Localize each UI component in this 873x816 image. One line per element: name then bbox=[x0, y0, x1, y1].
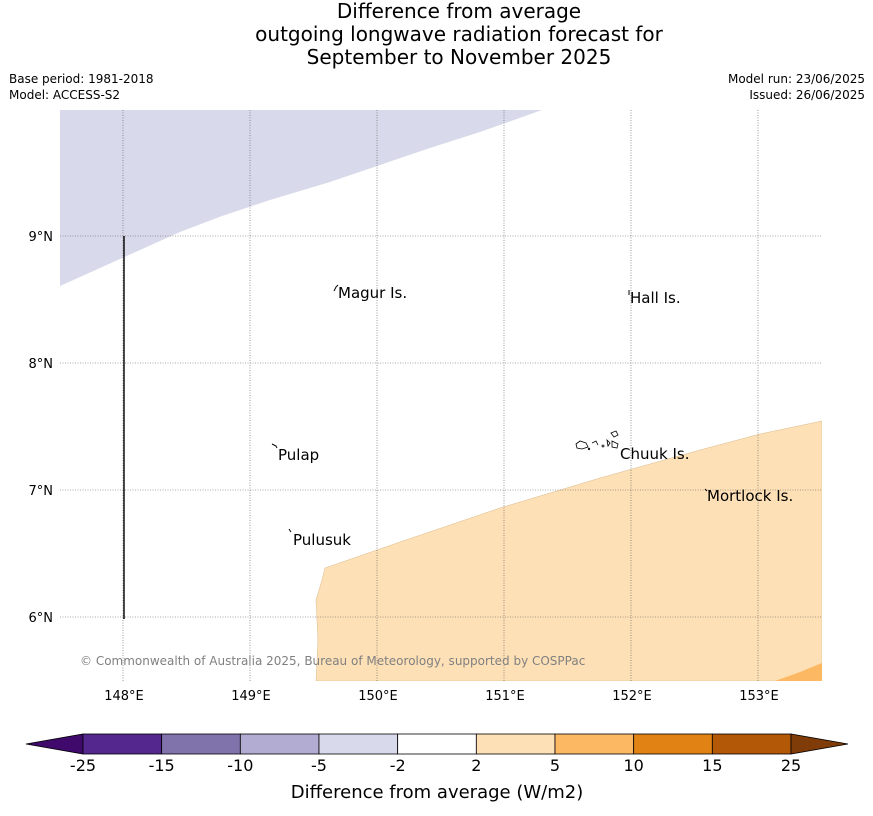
lat-tick-labels: 9°N 8°N 7°N 6°N bbox=[29, 230, 54, 626]
lon-tick-labels: 148°E 149°E 150°E 151°E 152°E 153°E bbox=[104, 689, 779, 704]
gridlines bbox=[60, 110, 822, 681]
place-label-pulap: Pulap bbox=[278, 446, 319, 464]
place-label-hall: Hall Is. bbox=[630, 289, 681, 307]
colorbar-label: Difference from average (W/m2) bbox=[291, 782, 583, 803]
island-outlines bbox=[271, 284, 708, 533]
colorbar-tick-label: 25 bbox=[781, 756, 801, 775]
colorbar-tick-label: -15 bbox=[149, 756, 175, 775]
meta-right: Model run: 23/06/2025 Issued: 26/06/2025 bbox=[728, 71, 865, 103]
colorbar-tick-label: -25 bbox=[70, 756, 96, 775]
colorbar-bin bbox=[82, 733, 163, 755]
place-label-chuuk: Chuuk Is. bbox=[620, 445, 689, 463]
lon-tick-153e: 153°E bbox=[739, 689, 779, 704]
lat-tick-8n: 8°N bbox=[29, 357, 54, 372]
lat-tick-9n: 9°N bbox=[29, 230, 54, 245]
place-label-magur: Magur Is. bbox=[338, 284, 407, 302]
colorbar-bin bbox=[633, 733, 713, 755]
island-mortlock bbox=[704, 488, 708, 492]
island-pulap bbox=[271, 443, 278, 449]
place-label-pulusuk: Pulusuk bbox=[293, 531, 351, 549]
meta-left: Base period: 1981-2018 Model: ACCESS-S2 bbox=[9, 71, 154, 103]
colorbar: -25 -15 -10 -5 -2 2 5 10 15 25 bbox=[25, 733, 849, 775]
colorbar-tick-label: -5 bbox=[311, 756, 327, 775]
island-magur bbox=[333, 284, 339, 292]
copyright-notice: © Commonwealth of Australia 2025, Bureau… bbox=[80, 654, 585, 668]
colorbar-bin bbox=[318, 733, 399, 755]
colorbar-extend-max bbox=[790, 733, 849, 755]
title-line-3: September to November 2025 bbox=[306, 45, 612, 69]
lat-tick-6n: 6°N bbox=[29, 611, 54, 626]
lon-tick-149e: 149°E bbox=[231, 689, 271, 704]
colorbar-tick-label: 15 bbox=[702, 756, 722, 775]
colorbar-bin bbox=[711, 733, 792, 755]
issued-date: Issued: 26/06/2025 bbox=[749, 88, 865, 102]
model-run: Model run: 23/06/2025 bbox=[727, 72, 865, 86]
map-area: Magur Is. Hall Is. Pulap Chuuk Is. Mortl… bbox=[60, 110, 822, 681]
colorbar-bin bbox=[475, 733, 556, 755]
colorbar-tick-label: 10 bbox=[623, 756, 643, 775]
colorbar-bin bbox=[554, 733, 635, 755]
lon-tick-151e: 151°E bbox=[485, 689, 525, 704]
colorbar-tick-label: 2 bbox=[471, 756, 481, 775]
colorbar-tick-label: -2 bbox=[390, 756, 406, 775]
lat-tick-7n: 7°N bbox=[29, 484, 54, 499]
colorbar-bin bbox=[239, 733, 320, 755]
place-label-mortlock: Mortlock Is. bbox=[707, 487, 793, 505]
colorbar-tick-label: 5 bbox=[550, 756, 560, 775]
colorbar-bin bbox=[397, 733, 477, 755]
island-pulusuk bbox=[288, 528, 292, 533]
title-line-1: Difference from average bbox=[336, 0, 582, 23]
lon-tick-152e: 152°E bbox=[612, 689, 652, 704]
anomaly-region-negative bbox=[60, 110, 542, 286]
anomaly-region-positive bbox=[315, 420, 822, 681]
lon-tick-150e: 150°E bbox=[358, 689, 398, 704]
model-name: Model: ACCESS-S2 bbox=[9, 88, 121, 102]
colorbar-extend-min bbox=[25, 733, 84, 755]
island-chuuk bbox=[575, 430, 619, 451]
base-period: Base period: 1981-2018 bbox=[9, 72, 154, 86]
map-title: Difference from average outgoing longwav… bbox=[0, 0, 873, 69]
colorbar-tick-label: -10 bbox=[227, 756, 253, 775]
lon-tick-148e: 148°E bbox=[104, 689, 144, 704]
colorbar-bin bbox=[161, 733, 241, 755]
anomaly-region-positive-strong bbox=[775, 663, 822, 681]
title-line-2: outgoing longwave radiation forecast for bbox=[255, 22, 663, 46]
